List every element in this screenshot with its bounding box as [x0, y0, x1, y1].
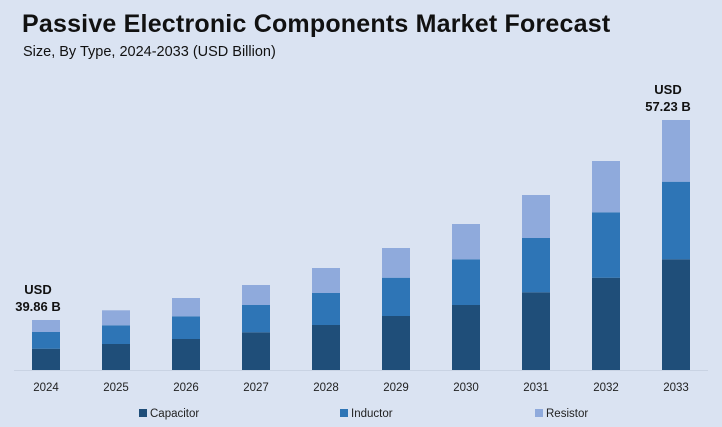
legend-swatch-resistor — [535, 409, 543, 417]
bar-capacitor-2032 — [592, 277, 620, 370]
bar-capacitor-2026 — [172, 339, 200, 370]
bar-resistor-2026 — [172, 298, 200, 317]
x-tick-label: 2025 — [103, 382, 129, 394]
annotation-value: 57.23 B — [645, 99, 691, 114]
bar-capacitor-2029 — [382, 316, 410, 370]
bar-inductor-2027 — [242, 305, 270, 333]
legend-swatch-capacitor — [139, 409, 147, 417]
bar-inductor-2033 — [662, 181, 690, 260]
bar-capacitor-2033 — [662, 259, 690, 370]
bar-inductor-2028 — [312, 293, 340, 325]
bar-capacitor-2027 — [242, 332, 270, 370]
bar-resistor-2030 — [452, 224, 480, 260]
annotation-label: USD — [24, 282, 51, 297]
bar-inductor-2029 — [382, 277, 410, 316]
bar-inductor-2024 — [32, 332, 60, 349]
x-tick-label: 2027 — [243, 382, 269, 394]
x-tick-label: 2033 — [663, 382, 689, 394]
bar-resistor-2028 — [312, 268, 340, 293]
bar-resistor-2033 — [662, 120, 690, 182]
x-tick-label: 2029 — [383, 382, 409, 394]
chart-subtitle: Size, By Type, 2024-2033 (USD Billion) — [23, 44, 276, 60]
bar-inductor-2025 — [102, 325, 130, 344]
legend-label-resistor: Resistor — [546, 408, 588, 420]
bar-resistor-2031 — [522, 195, 550, 238]
bar-resistor-2032 — [592, 161, 620, 213]
bar-resistor-2027 — [242, 285, 270, 305]
x-tick-label: 2030 — [453, 382, 479, 394]
bar-capacitor-2025 — [102, 344, 130, 370]
x-tick-label: 2024 — [33, 382, 59, 394]
legend-label-capacitor: Capacitor — [150, 408, 199, 420]
legend-swatch-inductor — [340, 409, 348, 417]
bar-resistor-2025 — [102, 310, 130, 326]
annotation-value: 39.86 B — [15, 299, 61, 314]
bar-capacitor-2024 — [32, 348, 60, 370]
annotation-label: USD — [654, 82, 681, 97]
bar-capacitor-2030 — [452, 305, 480, 370]
x-tick-label: 2031 — [523, 382, 549, 394]
x-tick-label: 2032 — [593, 382, 619, 394]
bar-inductor-2030 — [452, 259, 480, 305]
x-tick-label: 2026 — [173, 382, 199, 394]
chart-title: Passive Electronic Components Market For… — [22, 10, 611, 38]
bar-resistor-2029 — [382, 248, 410, 278]
x-tick-label: 2028 — [313, 382, 339, 394]
legend-label-inductor: Inductor — [351, 408, 393, 420]
bar-inductor-2031 — [522, 238, 550, 293]
bar-inductor-2026 — [172, 316, 200, 339]
bar-capacitor-2028 — [312, 325, 340, 370]
bar-resistor-2024 — [32, 320, 60, 332]
bar-inductor-2032 — [592, 212, 620, 278]
bar-capacitor-2031 — [522, 292, 550, 370]
